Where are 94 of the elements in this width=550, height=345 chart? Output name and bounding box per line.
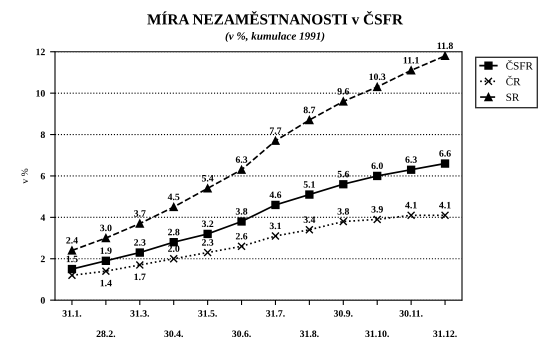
legend-label: ČSFR [506,60,533,70]
point [406,66,416,75]
data-label: 7.7 [270,127,282,134]
x-tick-label: 31.7. [266,310,285,317]
data-label: 2.4 [66,237,78,244]
legend-label: ČR [506,76,520,86]
point [271,200,280,210]
y-tick-label: 0 [40,297,45,304]
point [406,211,416,220]
x-tick-label: 30.4. [164,330,184,338]
point [440,159,450,168]
legend-label: SR [506,94,520,102]
data-label: 5.6 [338,170,350,178]
x-tick-label: 30.11. [400,310,423,317]
point [136,260,144,270]
data-label: 5.4 [202,175,214,182]
y-axis-title: v % [21,168,28,184]
point [305,190,314,199]
data-label: 2.3 [134,239,146,246]
point [373,172,382,180]
data-label: 11.1 [404,57,419,64]
data-label: 3.2 [202,220,214,228]
data-label: 1.7 [134,274,146,280]
data-label: 1.5 [66,256,78,262]
point [339,180,348,188]
chart-title: MÍRA NEZAMĚSTNANOSTI v ČSFR [147,11,404,25]
x-tick-label: 30.9. [334,310,353,317]
y-tick-label: 8 [40,131,45,138]
x-tick-label: 31.8. [300,330,319,338]
data-label: 2.6 [236,232,248,240]
data-label: 5.1 [304,181,315,188]
data-label: 3.7 [134,210,146,217]
data-label: 6.6 [439,150,451,157]
data-label: 11.8 [438,42,453,50]
point [102,267,110,276]
point [203,248,212,257]
data-label: 1.4 [100,280,112,286]
data-label: 8.7 [304,106,316,114]
point [339,217,348,226]
point [339,97,348,106]
x-tick-label: 30.6. [232,330,251,338]
point [305,226,314,234]
point [68,264,76,274]
data-label: 2.8 [168,228,180,236]
x-tick-label: 31.5. [198,310,217,317]
data-label: 9.6 [337,88,350,95]
point [271,232,280,240]
y-tick-label: 4 [40,214,46,221]
point [102,234,110,242]
point [102,256,110,265]
data-label: 4.6 [270,192,282,198]
data-label: 3.9 [372,206,383,213]
point [136,248,144,257]
y-tick-label: 2 [40,256,45,262]
point [237,242,246,250]
point [406,166,416,174]
chart-subtitle: (v %, kumulace 1991) [226,32,324,42]
point [271,136,280,145]
point [373,82,382,92]
data-label: 4.1 [439,202,451,208]
point [136,219,144,228]
point [68,246,76,255]
data-label: 2.3 [202,239,214,246]
point [170,254,178,263]
data-label: 4.1 [405,202,417,208]
x-tick-label: 31.12. [433,330,457,338]
x-tick-label: 31.3. [130,310,150,317]
data-label: 3.4 [304,216,316,223]
data-label: 2.0 [168,245,180,252]
data-label: 10.3 [369,74,386,80]
data-label: 6.0 [371,162,383,170]
point [440,52,450,60]
point [305,116,314,124]
x-tick-label: 31.1. [62,310,82,317]
point [237,217,246,226]
point [170,202,178,212]
y-tick-label: 12 [36,48,45,56]
x-tick-label: 28.2. [96,330,116,338]
point [237,166,246,174]
data-label: 4.5 [168,194,180,200]
data-label: 3.8 [236,208,248,215]
data-label: 1.9 [100,247,112,254]
point [440,211,450,220]
y-tick-label: 6 [40,172,45,180]
data-label: 3.1 [270,222,282,230]
data-label: 3.0 [100,224,112,232]
x-tick-label: 31.10. [365,330,389,338]
data-label: 6.3 [405,156,417,163]
point [203,184,212,193]
data-label: 3.8 [338,208,350,215]
y-tick-label: 10 [36,90,45,97]
point [203,230,212,238]
data-label: 6.3 [236,156,248,163]
point [373,215,382,224]
